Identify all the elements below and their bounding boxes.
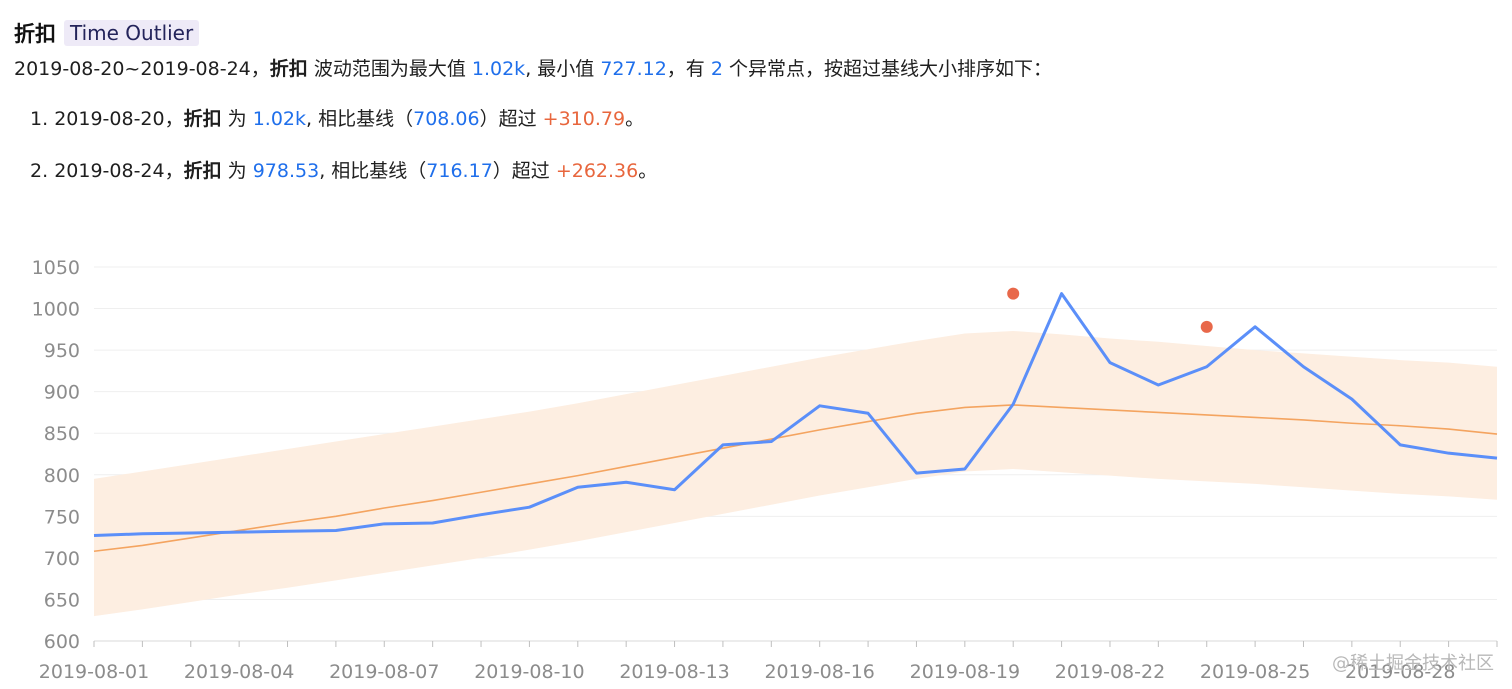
- series-line: [93, 292, 1498, 537]
- outlier-text: , 相比基线（: [306, 108, 414, 130]
- summary-text-4: 个异常点，按超过基线大小排序如下：: [722, 58, 1052, 80]
- x-tick-label: 2019-08-04: [184, 661, 294, 683]
- x-tick-label: 2019-08-10: [474, 661, 584, 683]
- y-tick-label: 900: [44, 382, 80, 404]
- outlier-value: 978.53: [252, 160, 320, 182]
- summary-min: 727.12: [600, 58, 667, 80]
- x-tick-label: 2019-08-13: [619, 661, 729, 683]
- y-tick-label: 650: [44, 589, 80, 611]
- outlier-date: 2019-08-24，: [54, 160, 184, 182]
- outlier-metric: 折扣: [183, 108, 222, 130]
- confidence-band: [94, 330, 1497, 617]
- x-tick-label: 2019-08-19: [910, 661, 1020, 683]
- baseline-line: [93, 404, 1498, 553]
- x-tick-label: 2019-08-28: [1345, 661, 1455, 683]
- x-tick-label: 2019-08-25: [1200, 661, 1310, 683]
- outlier-index: 1.: [30, 108, 49, 130]
- outlier-text: , 相比基线（: [319, 160, 427, 182]
- y-tick-label: 850: [44, 423, 80, 445]
- outlier-text: ）超过: [492, 160, 556, 182]
- summary-range: 2019-08-20~2019-08-24，: [14, 58, 270, 80]
- outlier-date: 2019-08-20，: [54, 108, 184, 130]
- summary-text-3: ，有: [666, 58, 711, 80]
- time-outlier-tag: Time Outlier: [64, 20, 200, 46]
- watermark: @稀土掘金技术社区: [1332, 653, 1494, 674]
- outlier-list: 1. 2019-08-20，折扣 为 1.02k, 相比基线（708.06）超过…: [30, 102, 657, 206]
- outlier-text: 。: [638, 160, 658, 182]
- x-tick-label: 2019-08-16: [764, 661, 874, 683]
- outlier-index: 2.: [30, 160, 49, 182]
- outlier-text: 。: [625, 108, 645, 130]
- y-tick-label: 950: [44, 340, 80, 362]
- outlier-diff: +262.36: [555, 160, 639, 182]
- header: 折扣 Time Outlier: [14, 16, 200, 50]
- outlier-point: [1200, 320, 1213, 333]
- outlier-text: ）超过: [479, 108, 543, 130]
- y-tick-label: 750: [44, 506, 80, 528]
- outlier-point: [1007, 287, 1020, 300]
- summary-text-1: 波动范围为最大值: [307, 58, 472, 80]
- summary-text-2: , 最小值: [525, 58, 601, 80]
- y-tick-label: 1050: [32, 257, 80, 279]
- y-tick-label: 800: [44, 465, 80, 487]
- summary-count: 2: [710, 58, 723, 80]
- outlier-baseline: 708.06: [413, 108, 480, 130]
- outlier-baseline: 716.17: [426, 160, 493, 182]
- x-tick-label: 2019-08-01: [39, 661, 149, 683]
- x-tick-label: 2019-08-07: [329, 661, 439, 683]
- outlier-text: 为: [221, 108, 253, 130]
- summary-max: 1.02k: [471, 58, 526, 80]
- outlier-metric: 折扣: [183, 160, 222, 182]
- outlier-diff: +310.79: [542, 108, 626, 130]
- outlier-text: 为: [221, 160, 253, 182]
- y-tick-label: 600: [44, 631, 80, 653]
- outlier-value: 1.02k: [252, 108, 307, 130]
- metric-title: 折扣: [14, 22, 56, 46]
- y-tick-label: 700: [44, 548, 80, 570]
- time-outlier-chart: 600 650 700 750 800 850 900 950 1000 1050 2019-08-…: [32, 257, 1498, 683]
- summary-line: 2019-08-20~2019-08-24，折扣 波动范围为最大值 1.02k,…: [14, 54, 1052, 81]
- outlier-item: 2. 2019-08-24，折扣 为 978.53, 相比基线（716.17）超…: [30, 154, 657, 206]
- summary-metric: 折扣: [269, 58, 308, 80]
- y-tick-label: 1000: [32, 299, 80, 321]
- x-tick-label: 2019-08-22: [1055, 661, 1165, 683]
- outlier-item: 1. 2019-08-20，折扣 为 1.02k, 相比基线（708.06）超过…: [30, 102, 657, 154]
